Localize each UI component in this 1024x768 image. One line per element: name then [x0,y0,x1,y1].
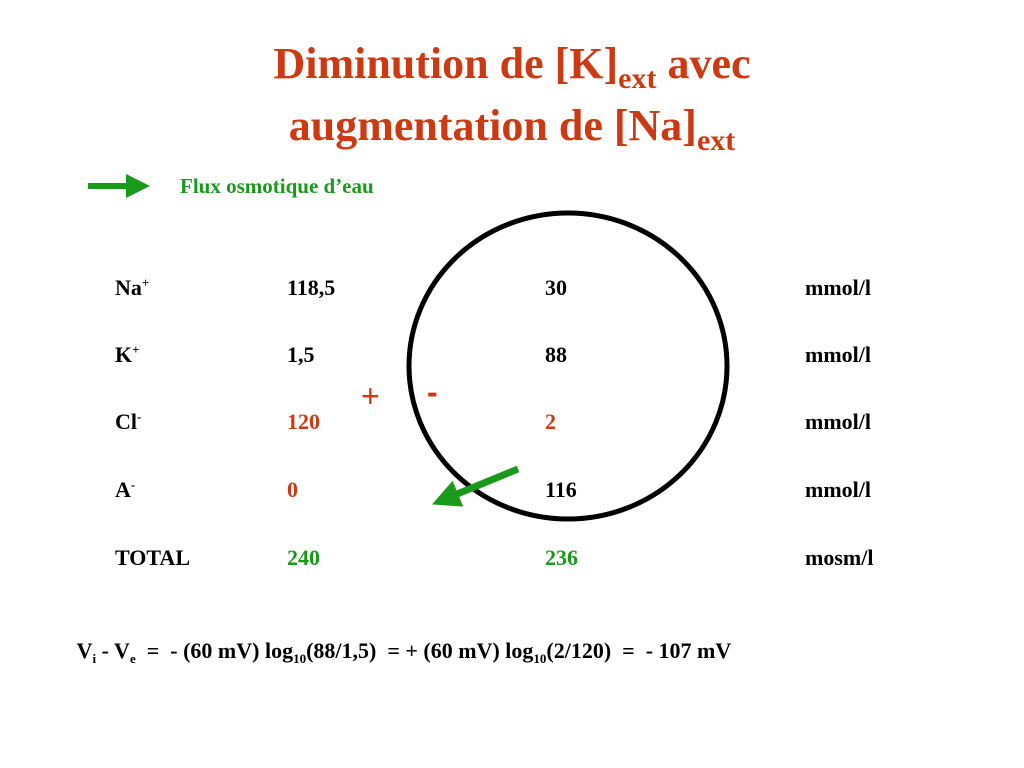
ion-charge: + [141,275,150,290]
ion-label: TOTAL [115,545,190,571]
eq-sub: 10 [293,651,307,666]
equation: Vi - Ve = - (60 mV) log10(88/1,5) = + (6… [55,612,732,693]
eq-text: (2/120) = - 107 mV [546,638,732,663]
minus-sign: - [427,374,438,410]
ion-charge: + [132,342,140,357]
title-subscript: ext [696,124,736,157]
eq-text: = - (60 mV) log [135,638,294,663]
ion-name: Cl [115,409,137,434]
unit: mmol/l [805,409,871,434]
ion-charge: - [130,477,136,492]
ion-label: K+ [115,342,140,368]
ext-value: 1,5 [287,342,315,367]
flux-arrow [432,465,520,507]
int-value: 236 [545,545,578,570]
int-value: 88 [545,342,567,367]
eq-text: V [76,638,93,663]
eq-sub: 10 [533,651,547,666]
title-line: Diminution de [K]ext avec [0,38,1024,96]
int-value: 2 [545,409,556,434]
ext-value: 118,5 [287,275,336,300]
title-line: augmentation de [Na]ext [0,100,1024,158]
int-value: 116 [545,477,577,502]
ion-label: A- [115,477,135,503]
unit: mmol/l [805,275,871,300]
ion-name: TOTAL [115,545,190,570]
ion-label: Na+ [115,275,149,301]
title-subscript: ext [618,62,657,95]
eq-text: - V [96,638,130,663]
eq-sub: i [92,651,97,666]
plus-sign: + [361,378,380,414]
ext-value: 120 [287,409,320,434]
title-text: augmentation de [Na] [288,101,697,150]
title-text: avec [656,39,751,88]
ion-name: Na [115,275,142,300]
eq-text: (88/1,5) = + (60 mV) log [306,638,534,663]
title-text: Diminution de [K] [273,39,619,88]
unit: mosm/l [805,545,874,570]
ion-name: A [115,477,131,502]
int-value: 30 [545,275,567,300]
ext-value: 0 [287,477,298,502]
cell-membrane [406,210,730,522]
ion-name: K [115,342,133,367]
ion-charge: - [137,409,142,424]
ion-label: Cl- [115,409,141,435]
ext-value: 240 [287,545,320,570]
legend-label: Flux osmotique d’eau [180,174,374,198]
unit: mmol/l [805,477,871,502]
eq-sub: e [129,651,136,666]
unit: mmol/l [805,342,871,367]
